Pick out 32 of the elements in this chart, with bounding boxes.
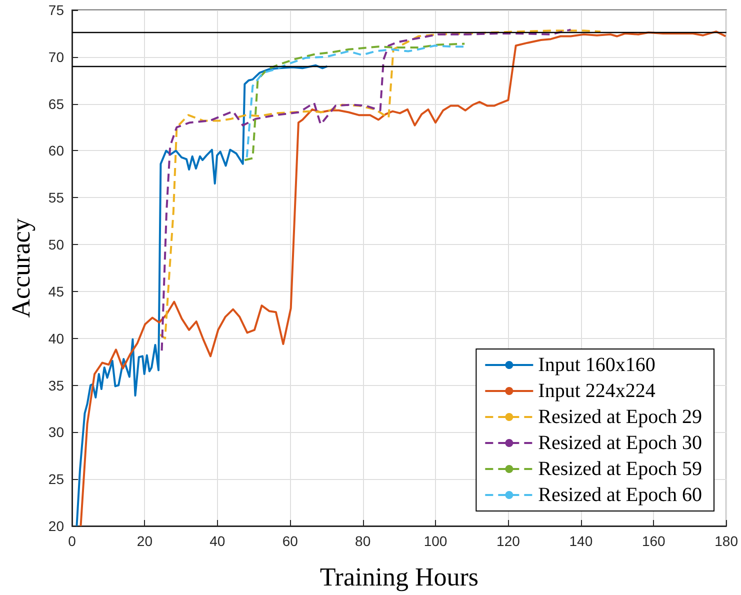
x-tick-label: 40 (210, 533, 226, 549)
x-axis-title: Training Hours (320, 562, 478, 592)
x-tick-label: 140 (569, 533, 593, 549)
y-tick-label: 25 (48, 471, 64, 488)
y-tick-label: 60 (48, 142, 64, 159)
line-series (76, 64, 328, 527)
y-tick-label: 70 (48, 48, 64, 65)
legend-label: Resized at Epoch 59 (538, 458, 702, 480)
y-axis-title: Accuracy (6, 218, 36, 318)
x-tick-label: 120 (496, 533, 520, 549)
x-tick-label: 160 (642, 533, 666, 549)
y-tick-label: 65 (48, 96, 64, 112)
x-tick-label: 180 (714, 533, 738, 549)
x-tick-label: 100 (424, 533, 448, 549)
y-tick-label: 50 (48, 236, 64, 253)
y-tick-label: 45 (48, 283, 64, 300)
x-tick-label: 0 (68, 533, 76, 549)
line-series (80, 30, 727, 527)
y-tick-label: 20 (48, 518, 64, 534)
legend-label: Resized at Epoch 29 (538, 406, 702, 428)
legend-label: Input 160x160 (538, 354, 656, 376)
legend-label: Input 224x224 (538, 380, 656, 402)
x-tick-label: 60 (282, 533, 298, 549)
y-tick-label: 55 (48, 190, 64, 206)
y-tick-label: 75 (48, 2, 64, 18)
y-tick-label: 35 (48, 377, 64, 394)
x-tick-label: 20 (136, 533, 153, 549)
legend-label: Resized at Epoch 60 (538, 484, 702, 506)
x-tick-label: 80 (355, 533, 371, 549)
y-tick-label: 30 (48, 424, 64, 440)
y-tick-label: 40 (48, 330, 64, 346)
legend-label: Resized at Epoch 30 (538, 432, 702, 454)
